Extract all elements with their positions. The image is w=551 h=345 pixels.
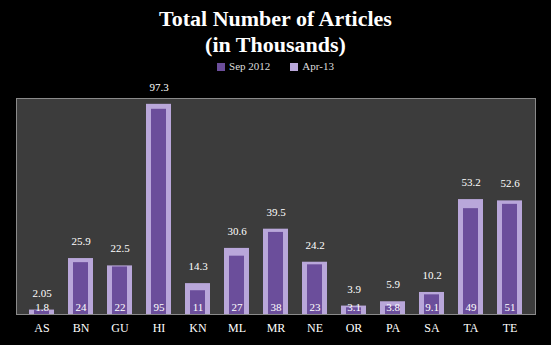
html-text:Apr-13: Apr-13 [302, 60, 334, 72]
svg-text:9.1: 9.1 [425, 301, 439, 313]
svg-text:3.8: 3.8 [386, 301, 400, 313]
svg-text:95: 95 [154, 301, 166, 313]
html-text:Sep 2012: Sep 2012 [229, 60, 271, 72]
svg-text:3.9: 3.9 [347, 283, 361, 295]
svg-text:3.1: 3.1 [347, 301, 361, 313]
svg-text:OR: OR [346, 321, 363, 335]
svg-text:ML: ML [228, 321, 246, 335]
svg-text:51: 51 [505, 301, 516, 313]
svg-text:PA: PA [386, 321, 401, 335]
svg-text:GU: GU [111, 321, 129, 335]
svg-text:24: 24 [76, 301, 88, 313]
svg-text:53.2: 53.2 [461, 176, 480, 188]
svg-text:30.6: 30.6 [227, 225, 247, 237]
svg-text:11: 11 [193, 301, 204, 313]
svg-text:49: 49 [466, 301, 478, 313]
svg-text:38: 38 [271, 301, 283, 313]
svg-text:TA: TA [463, 321, 478, 335]
svg-text:22.5: 22.5 [110, 242, 130, 254]
svg-text:NE: NE [307, 321, 323, 335]
svg-text:39.5: 39.5 [266, 206, 286, 218]
svg-text:MR: MR [267, 321, 286, 335]
svg-text:AS: AS [34, 321, 49, 335]
svg-text:BN: BN [73, 321, 90, 335]
svg-text:KN: KN [189, 321, 207, 335]
svg-text:TE: TE [503, 321, 518, 335]
svg-text:HI: HI [153, 321, 166, 335]
svg-text:1.8: 1.8 [35, 301, 49, 313]
svg-text:2.05: 2.05 [32, 287, 52, 299]
svg-text:5.9: 5.9 [386, 278, 400, 290]
svg-text:SA: SA [424, 321, 440, 335]
svg-text:23: 23 [310, 301, 322, 313]
svg-text:10.2: 10.2 [422, 269, 441, 281]
svg-text:14.3: 14.3 [188, 260, 208, 272]
svg-text:27: 27 [232, 301, 244, 313]
html-text:(in Thousands): (in Thousands) [205, 32, 346, 57]
svg-text:25.9: 25.9 [71, 235, 91, 247]
svg-text:97.3: 97.3 [149, 81, 169, 93]
svg-text:52.6: 52.6 [500, 177, 520, 189]
svg-text:24.2: 24.2 [305, 239, 324, 251]
svg-text:22: 22 [115, 301, 126, 313]
html-text:Total Number of Articles: Total Number of Articles [159, 6, 392, 31]
